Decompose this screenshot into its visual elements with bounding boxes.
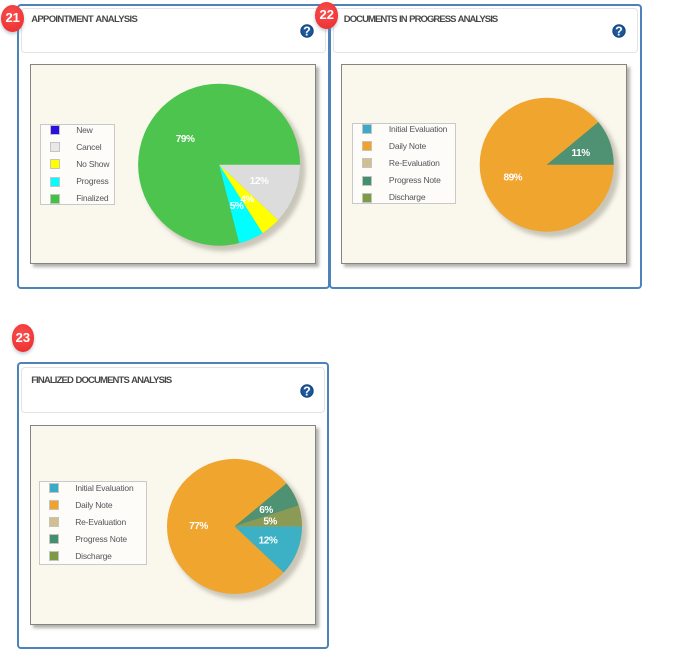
svg-text:5%: 5% <box>230 201 244 212</box>
svg-text:79%: 79% <box>176 134 195 145</box>
svg-text:5%: 5% <box>263 516 277 527</box>
svg-text:4%: 4% <box>240 194 254 205</box>
svg-text:6%: 6% <box>259 505 273 516</box>
svg-text:12%: 12% <box>259 535 278 546</box>
svg-text:?: ? <box>303 384 311 398</box>
svg-text:12%: 12% <box>250 176 269 187</box>
svg-text:?: ? <box>303 24 311 38</box>
svg-text:11%: 11% <box>572 148 591 159</box>
svg-text:?: ? <box>616 24 624 38</box>
svg-text:89%: 89% <box>504 173 523 184</box>
svg-text:77%: 77% <box>189 521 208 532</box>
